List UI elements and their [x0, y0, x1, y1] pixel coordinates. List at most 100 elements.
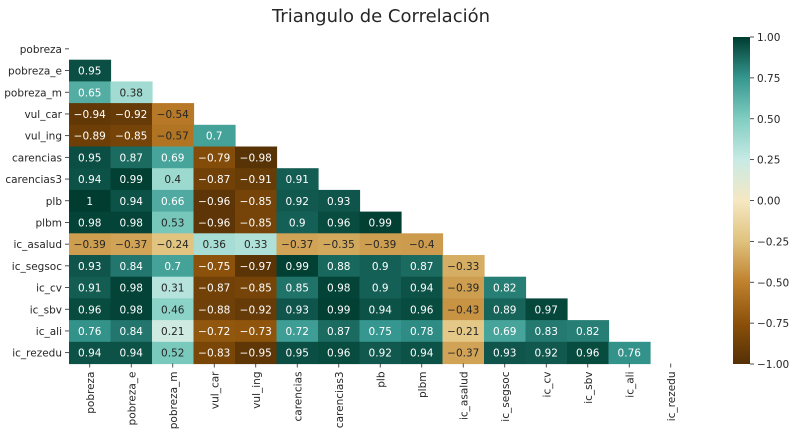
colorbar-tick-label: −1.00 [757, 359, 789, 371]
cell-value-label: 0.91 [286, 174, 309, 186]
cell-value-label: −0.91 [240, 174, 272, 186]
heatmap-cell [110, 211, 153, 234]
cell-value-label: −0.87 [198, 174, 230, 186]
cell-value-label: −0.21 [447, 326, 479, 338]
cell-value-label: 0.98 [120, 304, 143, 316]
x-tick-label: vul_ing [251, 372, 263, 409]
heatmap-cell [110, 298, 153, 321]
cell-value-label: 0.36 [203, 239, 227, 251]
cell-value-label: −0.39 [447, 283, 479, 295]
cell-value-label: 0.94 [120, 196, 144, 208]
x-tick-label: plb [375, 371, 387, 388]
cell-value-label: 0.83 [535, 326, 558, 338]
cell-value-label: 0.93 [78, 261, 101, 273]
heatmap-cell [69, 211, 112, 234]
heatmap-cell [110, 233, 153, 256]
y-tick-label: ic_rezedu [12, 348, 62, 360]
x-tick-label: pobreza_e [126, 372, 138, 426]
cell-value-label: 0.93 [493, 348, 516, 360]
x-tick-label: ic_rezedu [666, 372, 678, 422]
cell-value-label: −0.88 [198, 304, 230, 316]
heatmap-cell [235, 276, 278, 299]
cell-value-label: 0.82 [576, 326, 599, 338]
heatmap-cell [69, 320, 112, 343]
cell-value-label: 0.92 [369, 348, 392, 360]
heatmap-cell [69, 233, 112, 256]
heatmap-cell [152, 255, 195, 278]
heatmap-cell [484, 341, 527, 365]
cell-value-label: 0.76 [618, 348, 642, 360]
cell-value-label: 0.69 [161, 152, 184, 164]
heatmap-cell [276, 298, 319, 321]
heatmap-cell [401, 255, 444, 278]
heatmap-cell [110, 189, 153, 213]
heatmap-cell [110, 168, 153, 191]
heatmap-cell [235, 168, 278, 191]
x-tick-label: pobreza [85, 372, 97, 414]
cell-value-label: 0.82 [493, 283, 516, 295]
heatmap-cell [525, 320, 568, 343]
heatmap-cell [235, 189, 278, 213]
cell-value-label: −0.95 [240, 348, 272, 360]
heatmap-cell [193, 255, 236, 278]
cell-value-label: 0.9 [372, 261, 389, 273]
y-tick-label: carencias3 [5, 174, 62, 186]
heatmap-cell [152, 146, 195, 169]
cell-value-label: 0.92 [286, 196, 309, 208]
colorbar-tick-label: −0.75 [757, 318, 789, 330]
cell-value-label: 0.33 [244, 239, 267, 251]
cell-value-label: −0.94 [74, 109, 106, 121]
heatmap-cell [69, 255, 112, 278]
heatmap-cell [193, 341, 236, 365]
colorbar-tick-label: 0.00 [757, 196, 780, 208]
x-tick-label: ic_segsoc [500, 371, 512, 421]
cell-value-label: 0.96 [410, 304, 434, 316]
cell-value-label: 0.53 [161, 217, 184, 229]
cell-value-label: −0.43 [447, 304, 479, 316]
cell-value-label: 0.98 [78, 217, 101, 229]
cell-value-label: 0.78 [410, 326, 433, 338]
cell-value-label: −0.79 [198, 152, 230, 164]
cell-value-label: 1 [86, 196, 93, 208]
heatmap-cell [193, 298, 236, 321]
colorbar-tick-label: 1.00 [757, 32, 780, 44]
heatmap-cell [69, 146, 112, 169]
cell-value-label: 0.94 [120, 348, 144, 360]
heatmap-cell [359, 255, 402, 278]
heatmap-cell [318, 189, 361, 213]
cell-value-label: 0.76 [78, 326, 102, 338]
cell-value-label: 0.72 [286, 326, 309, 338]
x-tick-label: carencias [292, 372, 304, 422]
y-tick-label: plbm [36, 217, 62, 229]
y-tick-label: pobreza_e [8, 66, 62, 78]
heatmap-cell [442, 341, 485, 365]
heatmap-cell [318, 298, 361, 321]
heatmap-cell [152, 168, 195, 191]
y-tick-labels: pobreza pobreza_e pobreza_m vul_car vul_ingc… [4, 44, 69, 360]
heatmap-cell [608, 341, 651, 365]
heatmap-cell [69, 189, 112, 213]
cell-value-label: −0.39 [364, 239, 396, 251]
cell-value-label: −0.37 [281, 239, 313, 251]
cell-value-label: 0.46 [161, 304, 185, 316]
colorbar-tick-labels: 1.00 0.75 0.50 0.25 0.00 −0.25 −0.50 −0.75 −1.00 [750, 32, 789, 371]
cell-value-label: −0.92 [240, 304, 272, 316]
heatmap-cell [193, 146, 236, 169]
cell-value-label: −0.89 [74, 131, 106, 143]
cell-value-label: −0.39 [74, 239, 106, 251]
cell-value-label: 0.95 [286, 348, 309, 360]
cell-value-label: 0.99 [286, 261, 309, 273]
heatmap-cell [110, 341, 153, 365]
cell-value-label: 0.4 [164, 174, 181, 186]
heatmap-cell [69, 81, 112, 104]
cell-value-label: 0.99 [120, 174, 143, 186]
heatmap-cell [69, 168, 112, 191]
colorbar-tick-label: −0.25 [757, 236, 789, 248]
y-tick-label: ic_ali [36, 326, 62, 338]
heatmap-cell [193, 211, 236, 234]
heatmap-cell [442, 255, 485, 278]
heatmap-cell [193, 124, 236, 148]
cell-value-label: −0.75 [198, 261, 230, 273]
heatmap-cell [276, 168, 319, 191]
x-tick-label: ic_asalud [458, 372, 470, 421]
